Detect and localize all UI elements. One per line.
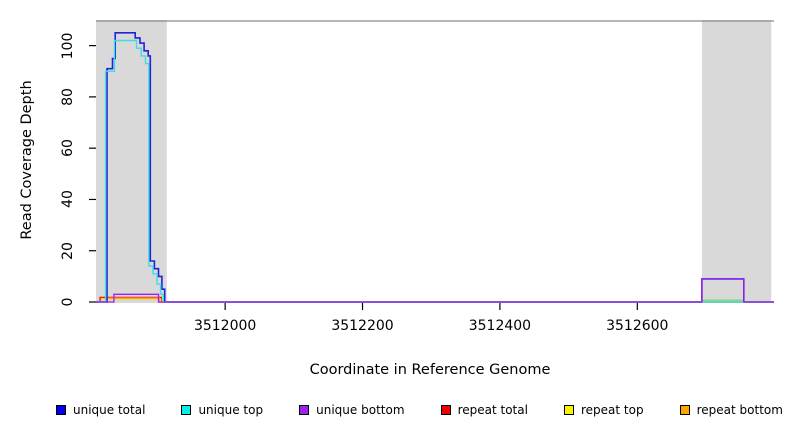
legend-label: repeat top bbox=[580, 403, 644, 417]
y-axis-title: Read Coverage Depth bbox=[19, 80, 35, 240]
legend-item-unique-total: unique total bbox=[56, 403, 145, 417]
x-tick-label: 3512600 bbox=[606, 318, 669, 334]
legend-swatch-icon bbox=[181, 405, 192, 415]
legend: unique total unique top unique bottom repea… bbox=[56, 400, 783, 420]
legend-label: unique total bbox=[73, 403, 146, 417]
highlight-region bbox=[701, 20, 772, 303]
y-tick-label: 60 bbox=[60, 139, 76, 158]
legend-label: unique top bbox=[198, 403, 264, 417]
x-tick-label: 3512000 bbox=[193, 318, 257, 334]
legend-item-unique-top: unique top bbox=[181, 403, 263, 417]
legend-label: repeat total bbox=[457, 403, 528, 417]
y-tick-label: 100 bbox=[60, 32, 76, 59]
legend-swatch-icon bbox=[440, 405, 451, 415]
legend-label: repeat bottom bbox=[696, 403, 783, 417]
y-tick-label: 80 bbox=[60, 87, 76, 106]
x-tick-label: 3512200 bbox=[331, 318, 394, 334]
y-tick-label: 20 bbox=[60, 241, 76, 260]
legend-swatch-icon bbox=[299, 405, 310, 415]
x-tick-label: 3512400 bbox=[468, 318, 532, 334]
legend-item-unique-bottom: unique bottom bbox=[299, 403, 405, 417]
legend-swatch-icon bbox=[56, 405, 66, 415]
legend-swatch-icon bbox=[563, 405, 574, 415]
series-line-unique-bottom bbox=[96, 278, 774, 303]
series-line-unique-top bbox=[96, 39, 774, 303]
y-tick-label: 0 bbox=[60, 297, 76, 307]
legend-item-repeat-top: repeat top bbox=[563, 403, 644, 417]
y-tick-label: 40 bbox=[60, 190, 76, 209]
series-line-unique-total bbox=[96, 31, 774, 303]
legend-swatch-icon bbox=[679, 405, 690, 415]
x-axis-title: Coordinate in Reference Genome bbox=[309, 362, 551, 378]
legend-item-repeat-bottom: repeat bottom bbox=[679, 403, 783, 417]
legend-label: unique bottom bbox=[316, 403, 405, 417]
legend-item-repeat-total: repeat total bbox=[440, 403, 528, 417]
